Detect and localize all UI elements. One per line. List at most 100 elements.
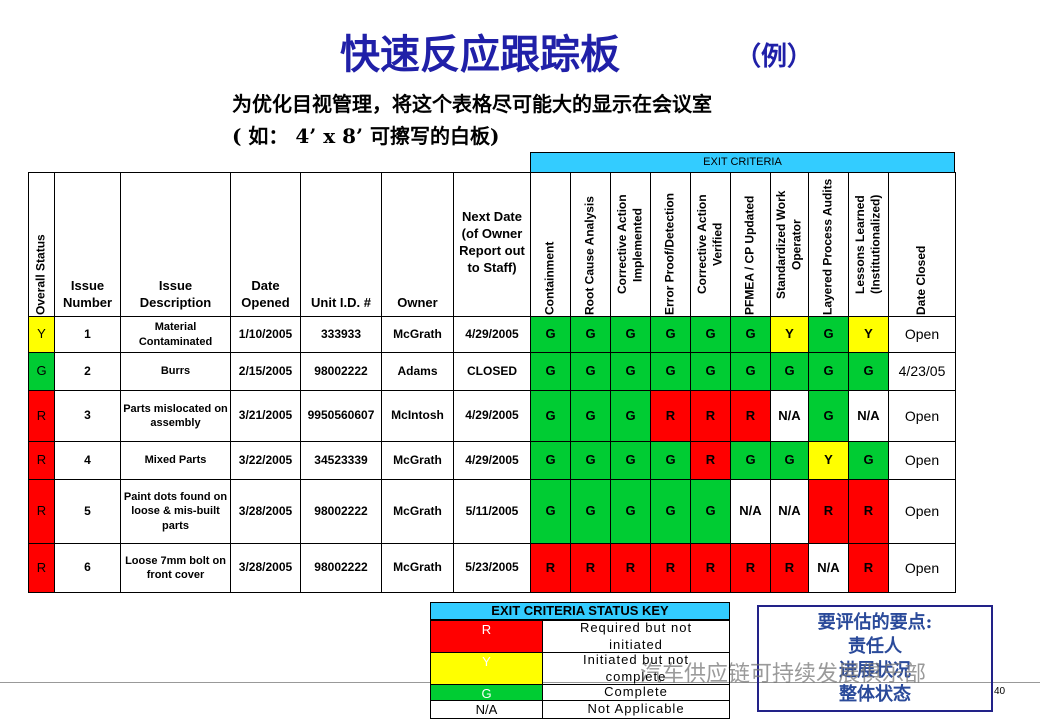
title: 快速反应跟踪板 — [340, 32, 620, 78]
key-meaning: Complete — [542, 684, 730, 701]
table-cell: Open — [888, 441, 956, 480]
notes-item: 进展状况 — [839, 660, 911, 681]
status-cell: G — [570, 479, 611, 544]
status-cell: G — [28, 352, 55, 391]
table-cell: 2 — [54, 352, 121, 391]
status-cell: G — [530, 390, 571, 442]
table-cell: 3/21/2005 — [230, 390, 301, 442]
column-header: Overall Status — [28, 172, 55, 317]
title-note: （例） — [735, 42, 814, 72]
column-header: Containment — [530, 172, 571, 317]
status-cell: Y — [848, 316, 889, 353]
status-cell: G — [610, 441, 651, 480]
table-cell: 98002222 — [300, 479, 382, 544]
status-cell: R — [848, 479, 889, 544]
column-header: Date Closed — [888, 172, 956, 317]
table-cell: 9950560607 — [300, 390, 382, 442]
status-cell: R — [808, 479, 849, 544]
status-cell: G — [530, 479, 571, 544]
status-cell: R — [690, 441, 731, 480]
status-cell: Y — [770, 316, 809, 353]
column-header: Issue Number — [54, 172, 121, 317]
status-cell: G — [808, 352, 849, 391]
table-cell: 3/22/2005 — [230, 441, 301, 480]
column-header: Date Opened — [230, 172, 301, 317]
column-header: Root Cause Analysis — [570, 172, 611, 317]
column-header: Owner — [381, 172, 454, 317]
status-cell: R — [690, 390, 731, 442]
status-cell: G — [690, 479, 731, 544]
table-cell: 34523339 — [300, 441, 382, 480]
table-cell: Material Contaminated — [120, 316, 231, 353]
table-cell: 2/15/2005 — [230, 352, 301, 391]
subtitle: 为优化目视管理，将这个表格尽可能大的显示在会议室 — [232, 92, 712, 116]
notes-title: 要评估的要点: — [817, 612, 933, 633]
status-cell: R — [730, 543, 771, 593]
status-cell: N/A — [808, 543, 849, 593]
table-cell: McGrath — [381, 316, 454, 353]
table-cell: 3/28/2005 — [230, 543, 301, 593]
status-cell: N/A — [770, 479, 809, 544]
status-cell: R — [28, 543, 55, 593]
column-header: Corrective Action Verified — [690, 172, 731, 317]
table-cell: 5 — [54, 479, 121, 544]
table-cell: 4/23/05 — [888, 352, 956, 391]
table-cell: 1 — [54, 316, 121, 353]
status-cell: G — [730, 316, 771, 353]
status-cell: Y — [28, 316, 55, 353]
key-code: G — [430, 684, 543, 701]
status-cell: G — [770, 352, 809, 391]
status-cell: G — [848, 441, 889, 480]
column-header: Corrective Action Implemented — [610, 172, 651, 317]
status-cell: G — [530, 441, 571, 480]
table-cell: 98002222 — [300, 352, 382, 391]
notes-item: 整体状态 — [839, 684, 911, 705]
key-meaning: Initiated but not complete — [542, 652, 730, 685]
column-header: Layered Process Audits — [808, 172, 849, 317]
table-cell: Open — [888, 479, 956, 544]
status-cell: R — [28, 479, 55, 544]
page-number: 40 — [994, 686, 1006, 697]
table-cell: Open — [888, 543, 956, 593]
status-cell: R — [730, 390, 771, 442]
status-cell: N/A — [770, 390, 809, 442]
status-cell: R — [650, 390, 691, 442]
status-cell: G — [610, 390, 651, 442]
table-cell: McIntosh — [381, 390, 454, 442]
status-cell: G — [770, 441, 809, 480]
table-cell: Paint dots found on loose & mis-built pa… — [120, 479, 231, 544]
table-cell: McGrath — [381, 479, 454, 544]
notes-item: 责任人 — [848, 636, 902, 657]
table-cell: 5/11/2005 — [453, 479, 531, 544]
status-cell: R — [28, 441, 55, 480]
status-cell: R — [770, 543, 809, 593]
key-title: EXIT CRITERIA STATUS KEY — [430, 602, 730, 620]
status-cell: G — [610, 316, 651, 353]
status-cell: G — [730, 441, 771, 480]
status-cell: G — [650, 316, 691, 353]
column-header: Unit I.D. # — [300, 172, 382, 317]
status-cell: G — [610, 352, 651, 391]
table-cell: 6 — [54, 543, 121, 593]
table-cell: 1/10/2005 — [230, 316, 301, 353]
status-cell: G — [730, 352, 771, 391]
table-cell: 333933 — [300, 316, 382, 353]
group-header: EXIT CRITERIA — [530, 152, 955, 173]
table-cell: Loose 7mm bolt on front cover — [120, 543, 231, 593]
table-cell: Open — [888, 316, 956, 353]
status-cell: G — [808, 390, 849, 442]
table-cell: 98002222 — [300, 543, 382, 593]
status-cell: G — [650, 352, 691, 391]
status-cell: G — [690, 352, 731, 391]
table-cell: Mixed Parts — [120, 441, 231, 480]
status-cell: G — [650, 479, 691, 544]
table-cell: Open — [888, 390, 956, 442]
status-cell: R — [610, 543, 651, 593]
table-cell: 4 — [54, 441, 121, 480]
column-header: PFMEA / CP Updated — [730, 172, 771, 317]
table-cell: McGrath — [381, 543, 454, 593]
table-cell: 5/23/2005 — [453, 543, 531, 593]
status-cell: G — [848, 352, 889, 391]
notes-box: 要评估的要点: 责任人 进展状况 整体状态 — [757, 605, 993, 712]
